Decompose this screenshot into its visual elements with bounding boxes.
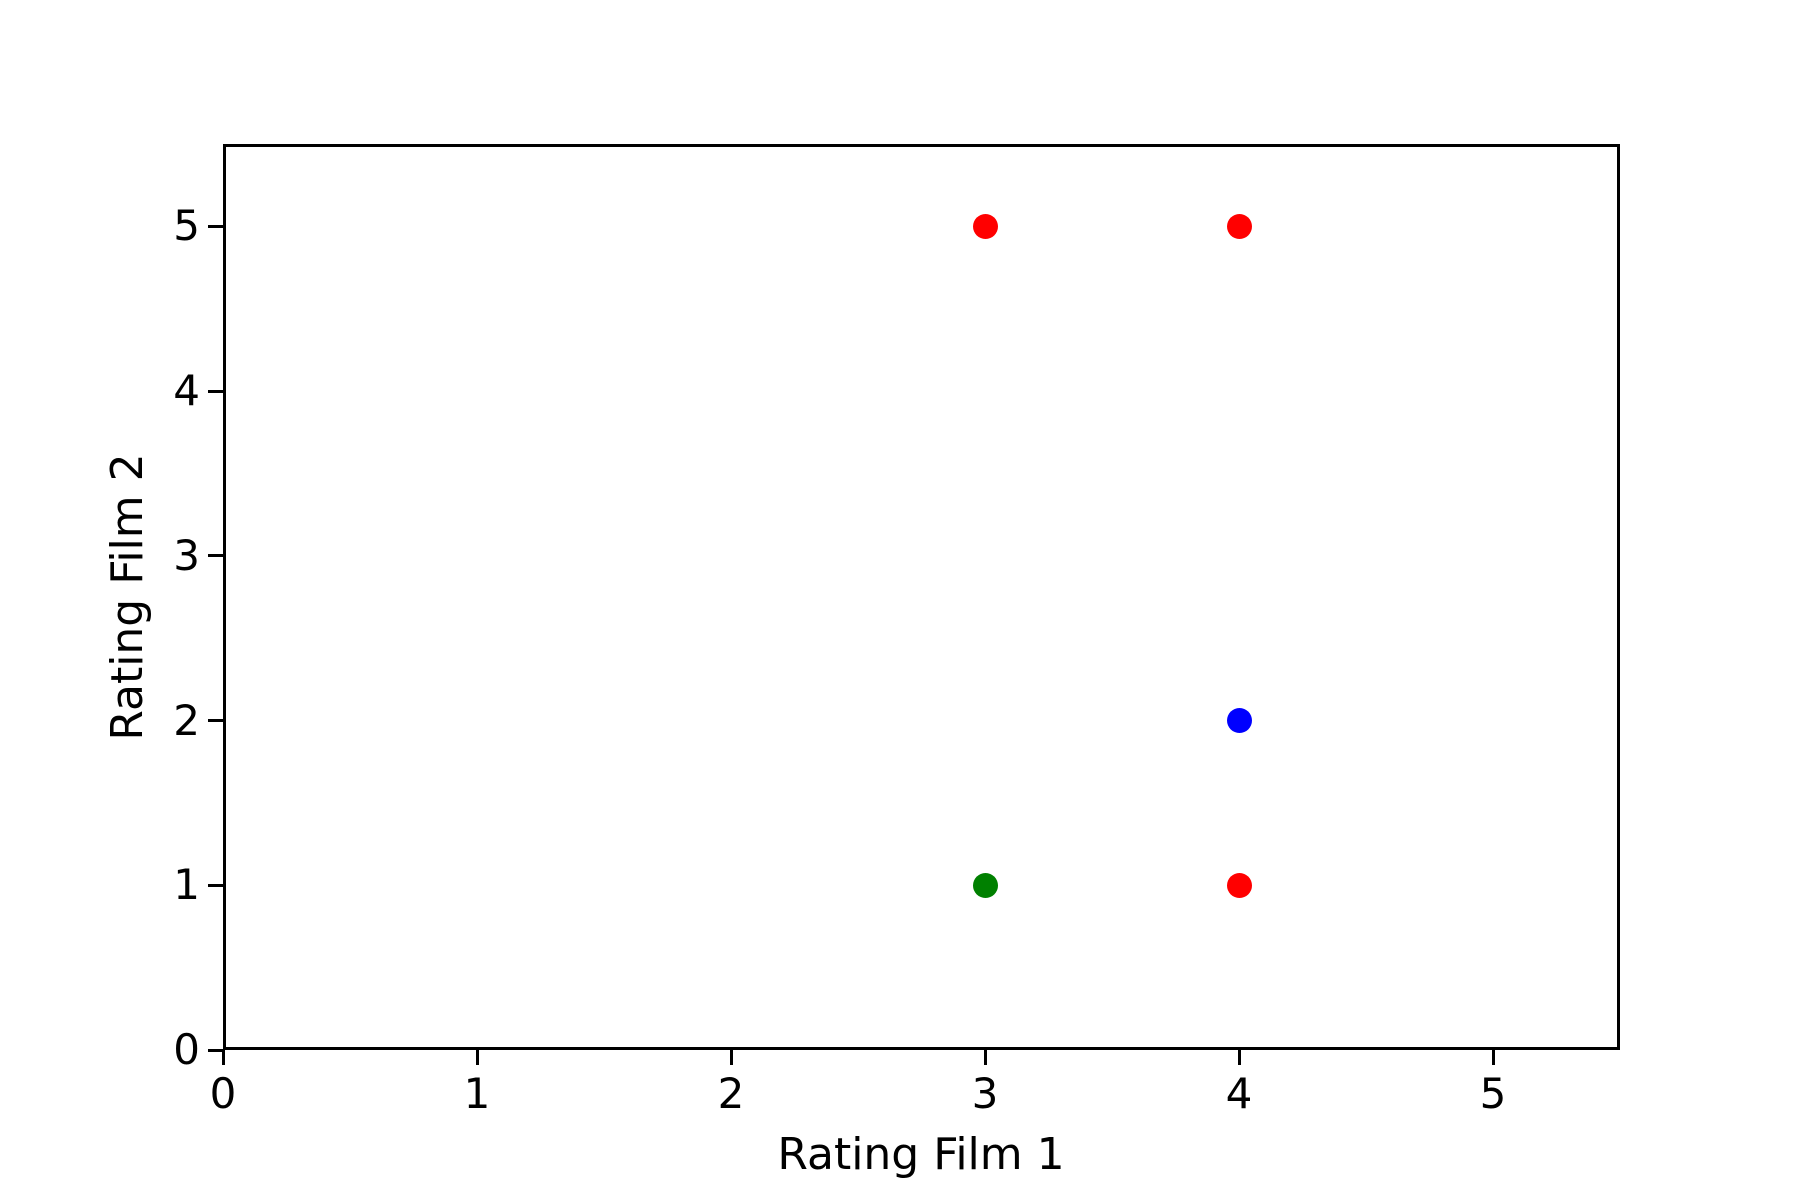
data-point-red-x4-y1 [1226, 872, 1252, 898]
x-tick-label: 0 [209, 1069, 237, 1118]
y-tick-mark [208, 883, 223, 887]
x-tick-mark [729, 1050, 733, 1065]
x-tick-mark [475, 1050, 479, 1065]
x-tick-label: 1 [463, 1069, 491, 1118]
y-tick-label: 3 [173, 530, 200, 580]
y-tick-label: 1 [173, 860, 200, 910]
data-point-blue-x4-y2 [1226, 708, 1252, 734]
y-axis-label: Rating Film 2 [102, 453, 153, 741]
x-tick-mark [1237, 1050, 1241, 1065]
data-point-red-x3-y5 [972, 213, 998, 239]
x-tick-mark [1491, 1050, 1495, 1065]
y-tick-mark [208, 554, 223, 558]
x-tick-label: 3 [971, 1069, 999, 1118]
data-point-green-x3-y1 [972, 872, 998, 898]
x-tick-label: 2 [717, 1069, 745, 1118]
y-tick-mark [208, 1048, 223, 1052]
plot-area [223, 144, 1620, 1050]
x-tick-mark [221, 1050, 225, 1065]
data-point-red-x4-y5 [1226, 213, 1252, 239]
y-tick-label: 5 [173, 201, 200, 251]
y-tick-mark [208, 389, 223, 393]
x-axis-label: Rating Film 1 [777, 1129, 1065, 1180]
y-tick-label: 2 [173, 695, 200, 745]
x-tick-mark [983, 1050, 987, 1065]
y-tick-mark [208, 719, 223, 723]
y-tick-mark [208, 224, 223, 228]
x-tick-label: 4 [1225, 1069, 1253, 1118]
y-tick-label: 0 [173, 1025, 200, 1074]
x-tick-label: 5 [1479, 1069, 1507, 1118]
y-tick-label: 4 [173, 366, 200, 416]
